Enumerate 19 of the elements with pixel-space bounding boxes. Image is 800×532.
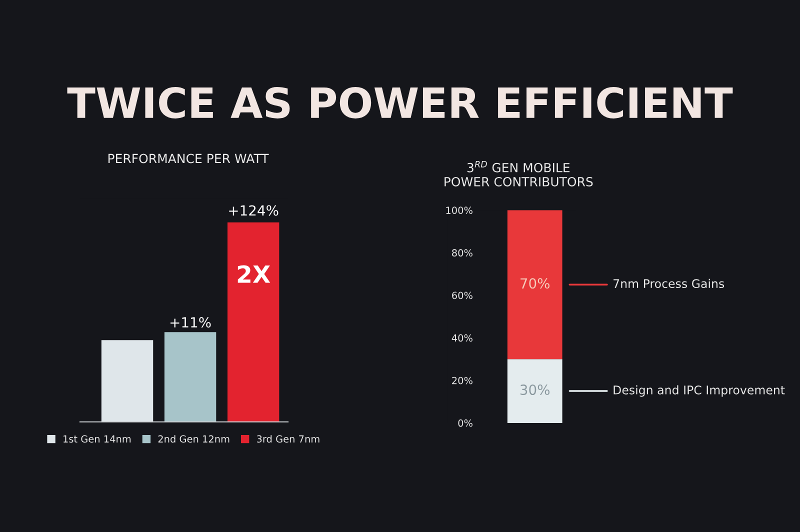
y-tick-label: 0% [458, 419, 472, 427]
text: +124% [229, 205, 278, 216]
legend-label: 7nm Process Gains [614, 278, 724, 288]
annotation: +11% [170, 317, 211, 328]
x-tick-label: 3rd Gen 7nm [257, 435, 320, 443]
y-tick-label: 20% [452, 376, 472, 384]
annotation: 2X [238, 265, 270, 283]
legend-label: Design and IPC Improvement [614, 385, 785, 397]
y-tick-label: 80% [452, 249, 472, 257]
text: TWICE AS POWER EFFICIENT [67, 86, 733, 118]
y-tick-label: 40% [452, 334, 472, 342]
y-tick-label: 100% [446, 206, 472, 214]
y-tick-label: 60% [452, 292, 472, 300]
chart-title: 3$^{RD}$ GEN MOBILE POWER CONTRIBUTORS [444, 161, 593, 186]
data-label: 70% [520, 278, 550, 289]
data-label: 30% [520, 384, 550, 396]
chart-subtitle: PERFORMANCE PER WATT [108, 154, 269, 164]
x-tick-label: 1st Gen 14nm [64, 435, 131, 443]
x-tick-label: 2nd Gen 12nm [158, 435, 230, 443]
